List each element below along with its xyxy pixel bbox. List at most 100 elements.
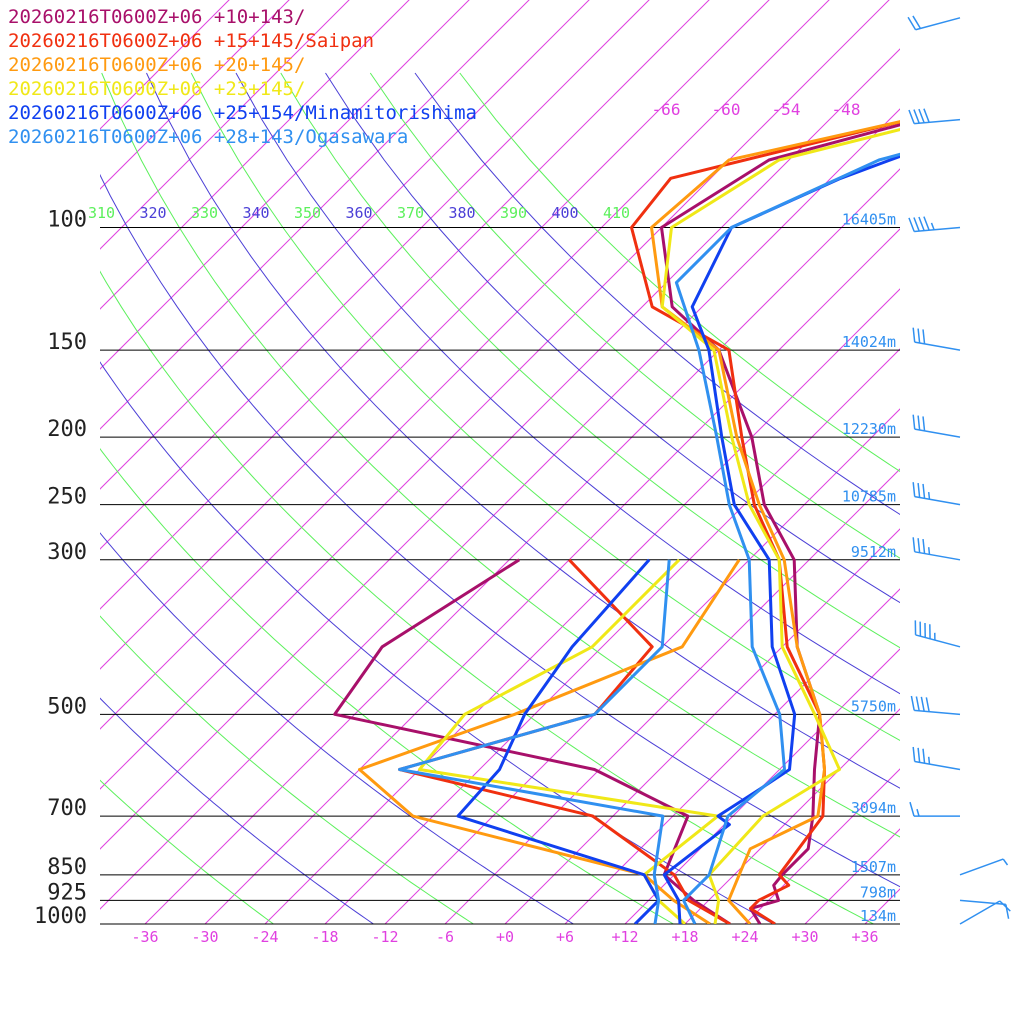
pressure-tick-label: 150 (47, 330, 87, 355)
dry-adiabat-line (100, 173, 900, 888)
legend-entry: 20260216T0600Z+06 +10+143/ (8, 6, 306, 28)
height-label: 5750m (851, 697, 896, 715)
barb-full-feather (912, 327, 916, 343)
wind-barb (912, 482, 961, 506)
pressure-tick-label: 500 (47, 694, 87, 719)
wind-barb (909, 801, 960, 817)
temperature-tick-label: +36 (851, 928, 878, 946)
barb-shaft (914, 428, 961, 438)
height-label: 10785m (842, 488, 896, 506)
wind-barb (912, 746, 961, 771)
wind-barb (908, 108, 961, 125)
pressure-tick-label: 700 (47, 796, 87, 821)
barb-shaft (914, 495, 961, 506)
wind-barb (959, 899, 1010, 919)
height-label: 3094m (851, 799, 896, 817)
barb-shaft (914, 551, 961, 561)
dry-adiabat-line (190, 72, 900, 742)
barb-shaft (915, 634, 961, 648)
barb-half-feather (1002, 858, 1009, 866)
barb-full-feather (913, 109, 920, 124)
theta-label: 370 (397, 204, 424, 222)
temperature-tick-label: +24 (731, 928, 758, 946)
temperature-line (674, 152, 900, 924)
barb-full-feather (915, 696, 920, 711)
temperature-tick-label: -12 (371, 928, 398, 946)
isotherm-line (100, 0, 410, 310)
temperature-tick-label: -6 (436, 928, 454, 946)
wind-barb (910, 695, 961, 716)
pressure-tick-label: 100 (47, 207, 87, 232)
legend-entry: 20260216T0600Z+06 +20+145/ (8, 54, 306, 76)
wind-barb (959, 858, 1009, 876)
barb-half-feather (930, 222, 935, 231)
barb-full-feather (912, 537, 916, 552)
legend-entry: 20260216T0600Z+06 +23+145/ (8, 78, 306, 100)
isotherm-line (100, 0, 530, 430)
barb-full-feather (908, 109, 915, 124)
barb-full-feather (922, 483, 926, 499)
height-label: 16405m (842, 210, 896, 228)
dry-adiabat-line (100, 447, 675, 924)
legend-entry: 20260216T0600Z+06 +28+143/Ogasawara (8, 126, 409, 148)
barb-full-feather (920, 696, 925, 712)
temperature-tick-label: -24 (251, 928, 278, 946)
dewpoint-line (398, 559, 671, 924)
temperature-tick-label: +12 (611, 928, 638, 946)
dry-adiabat-line (100, 532, 575, 924)
isotherm-line (444, 468, 900, 924)
temperature-tick-label: -30 (191, 928, 218, 946)
barb-full-feather (917, 747, 921, 763)
barb-full-feather (917, 328, 921, 344)
barb-half-feather (916, 808, 920, 817)
height-label: 134m (860, 907, 896, 925)
barb-full-feather (922, 748, 926, 764)
theta-label: 400 (552, 204, 579, 222)
barb-full-feather (907, 16, 917, 31)
wind-barb (912, 537, 961, 561)
barb-full-feather (925, 697, 930, 712)
barb-half-feather (927, 491, 931, 500)
barb-full-feather (917, 482, 921, 498)
barb-full-feather (922, 329, 926, 344)
height-label: 9512m (851, 543, 896, 561)
theta-label: 350 (294, 204, 321, 222)
wind-barb (914, 620, 961, 648)
legend-entry: 20260216T0600Z+06 +15+145/Saipan (8, 30, 375, 52)
barb-full-feather (922, 416, 926, 431)
pressure-tick-label: 925 (47, 880, 87, 905)
height-label: 798m (860, 883, 896, 901)
sounding-series-layer (333, 120, 900, 924)
barb-half-feather (927, 756, 931, 765)
barb-shaft (914, 709, 961, 716)
dewpoint-line (398, 558, 731, 924)
wind-barb (907, 15, 961, 31)
isotherm-label: -60 (712, 100, 741, 119)
barb-full-feather (918, 216, 925, 231)
barb-full-feather (913, 217, 920, 232)
theta-label: 310 (88, 204, 115, 222)
temperature-tick-label: +6 (556, 928, 574, 946)
height-label: 1507m (851, 858, 896, 876)
wind-barb-layer (907, 15, 1011, 925)
barb-full-feather (923, 216, 930, 231)
dry-adiabat-line (146, 72, 900, 789)
dry-adiabat-line (414, 72, 900, 516)
barb-half-feather (927, 547, 931, 555)
barb-full-feather (1005, 904, 1010, 919)
wind-barb (912, 414, 961, 438)
barb-full-feather (910, 695, 915, 711)
isotherm-line (684, 708, 900, 924)
dry-adiabat-line (369, 72, 900, 559)
barb-full-feather (912, 482, 916, 497)
isotherm-line (624, 648, 900, 924)
barb-full-feather (917, 415, 921, 431)
barb-full-feather (912, 746, 916, 762)
isotherm-line (100, 0, 230, 130)
dewpoint-line (358, 558, 741, 924)
barb-full-feather (912, 15, 922, 29)
temperature-tick-label: -18 (311, 928, 338, 946)
legend-entry: 20260216T0600Z+06 +25+154/Minamitorishim… (8, 102, 477, 124)
dry-adiabat-line (280, 72, 900, 649)
